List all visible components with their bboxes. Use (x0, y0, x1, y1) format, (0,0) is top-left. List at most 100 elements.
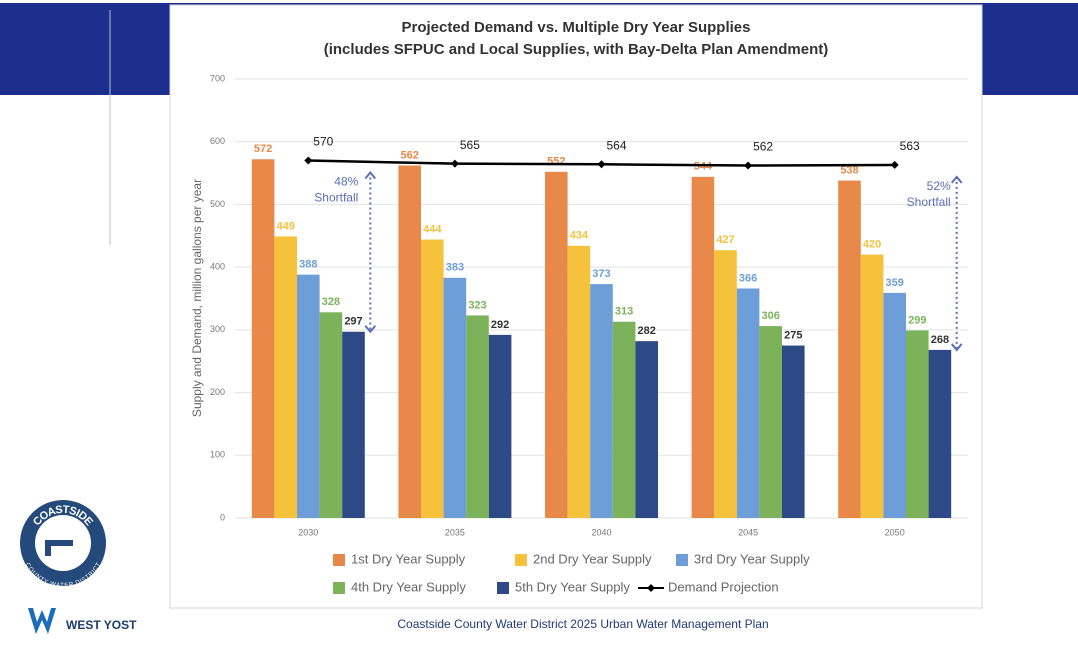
data-label: 420 (863, 239, 881, 251)
arrow-head (950, 175, 963, 184)
arrow-head (364, 170, 377, 180)
data-label: 544 (694, 161, 713, 173)
arrow-head (364, 325, 377, 334)
legend-label: Demand Projection (668, 579, 779, 594)
footer: Coastside County Water District 2025 Urb… (397, 617, 768, 631)
data-label: 299 (908, 314, 926, 326)
data-label: 306 (762, 310, 780, 322)
logo-faucet (45, 540, 73, 556)
data-label: 373 (592, 268, 610, 280)
data-label: 449 (277, 220, 295, 232)
bar (782, 345, 805, 518)
y-tick-label: 300 (210, 324, 225, 334)
data-label: 562 (753, 140, 773, 154)
chart-title: Projected Demand vs. Multiple Dry Year S… (401, 19, 750, 36)
data-label: 444 (423, 223, 442, 235)
legend-label: 2nd Dry Year Supply (533, 551, 652, 566)
bar (488, 334, 512, 518)
y-tick-label: 200 (210, 387, 225, 397)
bar (342, 331, 365, 518)
data-label: 427 (716, 234, 734, 246)
data-label: 292 (491, 319, 509, 331)
chart-subtitle: (includes SFPUC and Local Supplies, with… (324, 41, 829, 58)
bar (691, 176, 715, 518)
legend-label: 1st Dry Year Supply (351, 551, 466, 566)
legend-swatch (497, 582, 509, 594)
data-label: 275 (784, 329, 802, 341)
legend-swatch (333, 582, 345, 594)
data-label: 434 (570, 230, 589, 242)
annotation: 52% (927, 179, 951, 193)
annotation: Shortfall (907, 195, 951, 209)
bar (421, 239, 444, 518)
firm-logo-text: WEST YOST (66, 618, 137, 632)
y-tick-label: 100 (210, 450, 225, 460)
data-label: 572 (254, 143, 272, 155)
x-tick-label: 2040 (591, 527, 611, 537)
demand-marker (304, 156, 313, 165)
data-label: 563 (900, 139, 920, 153)
x-tick-label: 2030 (298, 527, 318, 537)
demand-marker (890, 160, 899, 169)
data-label: 328 (322, 296, 340, 308)
bar (466, 315, 489, 518)
bar (297, 274, 320, 518)
x-tick-label: 2050 (885, 527, 905, 537)
bar (883, 292, 906, 518)
data-label: 383 (446, 262, 464, 274)
district-logo: COASTSIDE COUNTY WATER DISTRICT (20, 500, 106, 589)
legend-marker (647, 584, 655, 592)
bar (714, 250, 737, 518)
demand-marker (597, 160, 606, 169)
bar (860, 254, 884, 518)
data-label: 552 (547, 156, 565, 168)
data-label: 366 (739, 272, 757, 284)
annotation: 48% (334, 175, 358, 189)
data-label: 388 (299, 259, 317, 271)
y-tick-label: 500 (210, 199, 225, 209)
demand-marker (450, 159, 459, 168)
bar (251, 159, 275, 518)
data-label: 313 (615, 306, 633, 318)
bar (612, 321, 636, 518)
bar (443, 277, 467, 518)
y-tick-label: 400 (210, 262, 225, 272)
data-label: 297 (344, 316, 362, 328)
bar (906, 330, 929, 518)
demand-marker (744, 161, 753, 170)
data-label: 268 (931, 334, 949, 346)
data-label: 323 (468, 299, 486, 311)
bar (398, 165, 421, 518)
legend-swatch (515, 554, 527, 566)
y-axis-title: Supply and Demand, million gallons per y… (190, 179, 204, 417)
y-tick-label: 0 (220, 512, 225, 522)
data-label: 359 (886, 277, 904, 289)
data-label: 564 (606, 138, 626, 152)
legend-swatch (676, 554, 688, 566)
legend-label: 5th Dry Year Supply (515, 579, 630, 594)
firm-logo-mark (28, 608, 56, 634)
legend-swatch (333, 554, 345, 566)
bar (928, 349, 952, 518)
y-tick-label: 600 (210, 136, 225, 146)
bar (274, 236, 297, 519)
bar (736, 288, 760, 518)
y-tick-label: 700 (210, 73, 225, 83)
data-label: 538 (840, 165, 858, 177)
x-tick-label: 2035 (445, 527, 465, 537)
bar (567, 245, 591, 518)
annotation: Shortfall (314, 191, 358, 205)
legend-label: 3rd Dry Year Supply (694, 551, 810, 566)
bar (319, 312, 343, 518)
bar (759, 326, 782, 518)
x-tick-label: 2045 (738, 527, 758, 537)
bar (635, 341, 658, 518)
data-label: 570 (313, 135, 333, 149)
data-label: 282 (638, 325, 656, 337)
data-label: 562 (401, 149, 419, 161)
arrow-head (950, 343, 963, 352)
bar (545, 171, 568, 518)
bar (838, 180, 861, 518)
bar (590, 284, 613, 518)
